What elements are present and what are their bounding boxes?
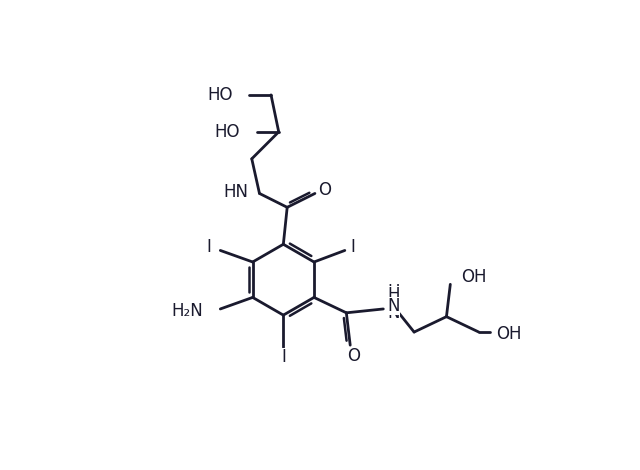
Text: I: I (206, 238, 211, 256)
Text: N: N (388, 297, 401, 315)
Text: OH: OH (496, 325, 521, 343)
Text: H
N: H N (388, 283, 401, 322)
Text: O: O (317, 181, 331, 199)
Text: OH: OH (461, 267, 486, 286)
Text: HO: HO (207, 86, 232, 104)
Text: HO: HO (215, 123, 240, 141)
Text: I: I (350, 238, 355, 256)
Text: HN: HN (223, 183, 248, 201)
Text: H: H (388, 286, 401, 304)
Text: O: O (348, 347, 360, 365)
Text: I: I (281, 348, 286, 367)
Text: H₂N: H₂N (172, 301, 204, 320)
